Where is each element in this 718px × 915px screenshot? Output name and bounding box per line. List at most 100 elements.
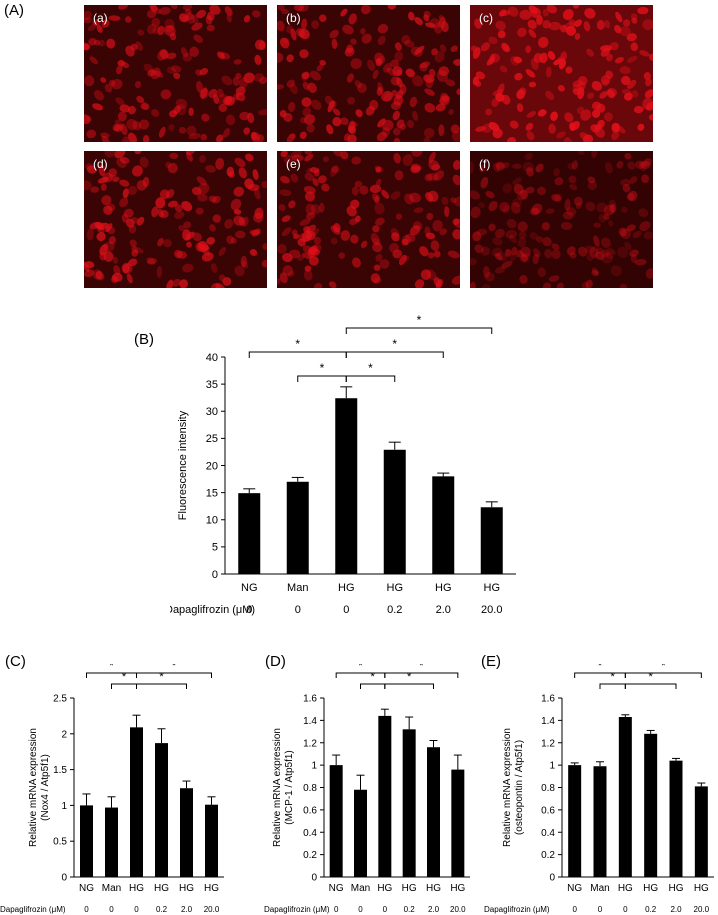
cell-nucleus: [330, 237, 338, 245]
cell-nucleus: [104, 83, 113, 93]
cell-nucleus: [590, 124, 600, 133]
bar: [155, 743, 168, 877]
cell-nucleus: [637, 6, 649, 15]
cell-nucleus: [608, 199, 617, 208]
cell-nucleus: [568, 175, 577, 184]
cell-nucleus: [98, 39, 106, 47]
cell-nucleus: [222, 128, 231, 138]
cell-nucleus: [208, 195, 217, 203]
cell-nucleus: [280, 151, 288, 158]
cell-nucleus: [92, 19, 101, 26]
cell-nucleus: [584, 8, 596, 19]
cell-nucleus: [414, 45, 425, 55]
cell-nucleus: [321, 183, 330, 192]
cell-nucleus: [572, 88, 582, 96]
cell-nucleus: [347, 96, 356, 105]
cell-nucleus: [319, 14, 327, 22]
cell-nucleus: [579, 132, 590, 141]
cell-nucleus: [217, 88, 224, 98]
cell-nucleus: [84, 75, 95, 87]
cell-nucleus: [501, 42, 510, 53]
cell-nucleus: [293, 233, 300, 240]
cell-nucleus: [621, 88, 632, 95]
cell-nucleus: [414, 279, 425, 288]
cell-nucleus: [574, 19, 583, 27]
cell-nucleus: [374, 202, 385, 215]
category-label: HG: [435, 582, 452, 594]
cell-nucleus: [535, 163, 544, 173]
bar: [238, 493, 261, 574]
cell-nucleus: [333, 223, 341, 233]
cell-nucleus: [261, 259, 267, 268]
cell-nucleus: [499, 65, 508, 73]
cell-nucleus: [618, 227, 627, 237]
bar: [427, 747, 440, 877]
y-tick-label: 1.2: [303, 738, 317, 749]
cell-nucleus: [502, 205, 511, 214]
cell-nucleus: [157, 25, 165, 36]
cell-nucleus: [115, 65, 123, 75]
category-label: Man: [351, 883, 370, 894]
significance-bracket: [111, 683, 137, 689]
cell-nucleus: [525, 186, 535, 194]
cell-nucleus: [589, 246, 599, 259]
cell-nucleus: [554, 193, 563, 202]
cell-nucleus: [169, 110, 178, 118]
cell-nucleus: [193, 34, 204, 43]
cell-nucleus: [638, 161, 647, 172]
category-label: HG: [484, 582, 501, 594]
significance-bracket: [136, 672, 212, 678]
bar: [286, 481, 309, 574]
cell-nucleus: [197, 193, 208, 202]
cell-nucleus: [254, 207, 264, 220]
chart-mcp1-expression: 0 0.2 0.4 0.6 0.8 1 1.2 1.4 1.6 Relative mRNA exp…: [264, 664, 470, 914]
cell-nucleus: [586, 48, 594, 57]
cell-nucleus: [452, 160, 460, 170]
significance-bracket: [345, 375, 396, 382]
cell-nucleus: [324, 95, 333, 105]
cell-nucleus: [423, 74, 435, 83]
cell-nucleus: [533, 248, 541, 258]
cell-nucleus: [197, 240, 209, 253]
cell-nucleus: [405, 68, 415, 78]
y-axis-label: Fluorescence intensity: [177, 410, 189, 520]
cell-nucleus: [472, 76, 479, 86]
y-tick-label: 1: [549, 761, 555, 772]
cell-nucleus: [506, 136, 517, 142]
cell-nucleus: [103, 251, 114, 262]
cell-nucleus: [379, 259, 390, 269]
cell-nucleus: [94, 39, 101, 46]
cell-nucleus: [344, 47, 355, 57]
cell-nucleus: [372, 242, 383, 253]
cell-nucleus: [212, 214, 222, 223]
significance-star: *: [109, 664, 114, 672]
panel-label-c: (C): [5, 653, 26, 670]
cell-nucleus: [148, 68, 155, 76]
cell-nucleus: [376, 55, 384, 64]
cell-nucleus: [127, 185, 138, 196]
cell-nucleus: [450, 197, 457, 204]
cell-nucleus: [329, 29, 339, 39]
cell-nucleus: [312, 178, 319, 187]
cell-nucleus: [610, 265, 622, 277]
cell-nucleus: [419, 61, 431, 69]
category-label: HG: [643, 883, 658, 894]
cell-nucleus: [542, 237, 552, 247]
cell-nucleus: [360, 240, 368, 249]
cell-nucleus: [484, 272, 495, 282]
cell-nucleus: [206, 24, 215, 32]
significance-bracket: [384, 672, 459, 678]
cell-nucleus: [404, 193, 414, 205]
cell-nucleus: [129, 239, 137, 247]
cell-nucleus: [119, 104, 131, 113]
cell-nucleus: [381, 189, 390, 199]
cell-nucleus: [381, 119, 394, 131]
cell-nucleus: [212, 195, 221, 204]
significance-bracket: [624, 672, 702, 678]
cell-nucleus: [84, 17, 92, 24]
cell-nucleus: [286, 79, 296, 88]
significance-star: *: [159, 671, 164, 683]
cell-nucleus: [218, 246, 227, 257]
cell-nucleus: [649, 53, 653, 61]
cell-nucleus: [201, 113, 210, 122]
